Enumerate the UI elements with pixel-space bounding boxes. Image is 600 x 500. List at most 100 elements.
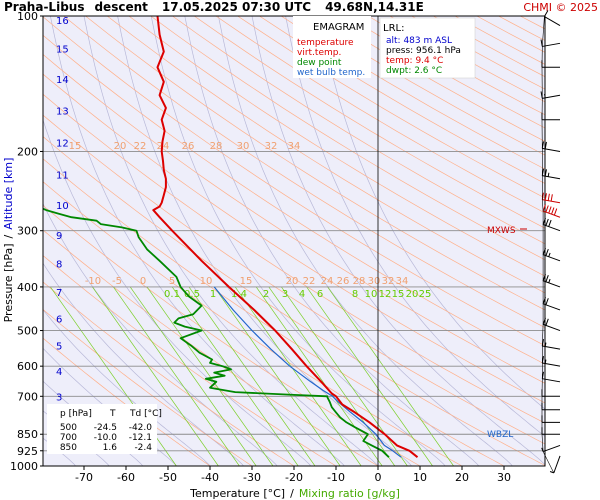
wind-barb-staff bbox=[542, 378, 561, 383]
wbzl-label: WBZL bbox=[487, 430, 513, 440]
mixing-ratio-label: 8 bbox=[352, 289, 358, 300]
mixing-ratio-line bbox=[234, 286, 362, 466]
mixing-ratio-label: 0.5 bbox=[184, 289, 200, 300]
mixing-ratio-label: 34 bbox=[288, 141, 301, 152]
mixing-ratio-label: 20 bbox=[406, 289, 419, 300]
mixing-ratio-line bbox=[306, 286, 433, 466]
wind-barb-feather bbox=[545, 248, 549, 256]
wind-barb-feather bbox=[548, 206, 552, 214]
wind-barb-staff bbox=[544, 16, 561, 26]
mixing-ratio-label: 30 bbox=[368, 276, 381, 287]
altitude-tick-label: 3 bbox=[56, 392, 62, 403]
pressure-tick-label: 1000 bbox=[10, 460, 38, 473]
wind-barb-feather bbox=[545, 275, 549, 282]
mixing-ratio-label: 25 bbox=[419, 289, 432, 300]
mixing-ratio-label: 24 bbox=[321, 276, 334, 287]
mixing-ratio-label: 10 bbox=[200, 276, 213, 287]
mixing-ratio-line bbox=[171, 286, 299, 466]
table-cell: -42.0 bbox=[129, 423, 153, 433]
wind-barb bbox=[542, 204, 561, 218]
mixing-ratio-label: -10 bbox=[85, 276, 101, 287]
table-cell: -10.0 bbox=[94, 433, 118, 443]
series-wet-bulb-temp bbox=[213, 286, 402, 458]
wind-barb-feather bbox=[542, 297, 546, 304]
table-cell: -12.1 bbox=[129, 433, 152, 443]
wind-barb-feather bbox=[553, 208, 558, 216]
mixing-ratio-label: 28 bbox=[353, 276, 366, 287]
wind-barb bbox=[542, 274, 561, 288]
temperature-tick-label: 0 bbox=[375, 471, 382, 484]
pressure-tick-label: 700 bbox=[17, 390, 38, 403]
dry-adiabat bbox=[43, 34, 545, 365]
mixing-ratio-line bbox=[213, 286, 341, 466]
mixing-ratio-label: 1.4 bbox=[231, 289, 247, 300]
wind-barb-half-feather bbox=[544, 342, 547, 347]
mixing-ratio-label: 32 bbox=[265, 141, 278, 152]
wind-barb-feather bbox=[542, 317, 546, 325]
pressure-tick-label: 300 bbox=[17, 225, 38, 238]
dry-adiabat bbox=[128, 16, 545, 277]
altitude-tick-label: 5 bbox=[56, 342, 62, 353]
mixing-ratio-label: 28 bbox=[210, 141, 223, 152]
sounding-curves bbox=[43, 16, 419, 458]
wind-barb-feather bbox=[544, 141, 547, 149]
legend-background bbox=[293, 16, 371, 78]
wind-barb-half-feather bbox=[548, 278, 551, 283]
mixing-ratio-labels: 15 20 22 24 26 28 30 32 34-10 -5 0 5 10 15 20 22 24 26 28 3… bbox=[69, 141, 432, 300]
altitude-tick-label: 11 bbox=[56, 170, 69, 181]
table-header-td: Td [°C] bbox=[129, 409, 162, 419]
wind-barb-staff bbox=[542, 147, 561, 152]
wind-barb-half-feather bbox=[549, 471, 555, 474]
wind-barb-staff bbox=[542, 303, 561, 311]
lrl-title: LRL: bbox=[383, 23, 404, 34]
mixing-ratio-line bbox=[327, 286, 454, 466]
wind-barb-feather bbox=[544, 193, 547, 201]
altitude-tick-label: 15 bbox=[56, 44, 69, 55]
mixing-ratio-line bbox=[268, 286, 396, 466]
wind-barb-feather bbox=[547, 193, 550, 201]
mixing-ratio-label: 10 bbox=[365, 289, 378, 300]
mixing-ratio-line bbox=[92, 286, 219, 466]
pressure-tick-label: 500 bbox=[17, 325, 38, 338]
wind-barb-half-feather bbox=[544, 93, 546, 98]
plot-background bbox=[43, 16, 545, 466]
mixing-ratio-line bbox=[255, 286, 383, 466]
temperature-tick-label: 30 bbox=[497, 471, 511, 484]
temperature-tick-label: -20 bbox=[285, 471, 303, 484]
lrl-pressure: press: 956.1 hPa bbox=[386, 46, 461, 56]
altitude-tick-label: 4 bbox=[56, 367, 62, 378]
temperature-tick-label: -70 bbox=[75, 471, 93, 484]
mixing-ratio-label: 34 bbox=[396, 276, 409, 287]
wind-barb bbox=[542, 317, 561, 332]
dry-adiabat bbox=[43, 53, 545, 384]
header-title: Praha-Libus descent 17.05.2025 07:30 UTC 49… bbox=[4, 0, 424, 14]
dry-adiabat bbox=[43, 73, 545, 404]
pressure-axis: 100 200 300 400 500 600 700 850 925 1000 bbox=[10, 10, 43, 473]
wind-barb-feather bbox=[551, 207, 555, 215]
wind-barb bbox=[542, 247, 561, 262]
temperature-axis: -70 -60 -50 -40 -30 -20 -10 0 10 20 30 bbox=[75, 466, 511, 484]
mixing-ratio-label: 1 bbox=[210, 289, 216, 300]
summary-table-background bbox=[47, 404, 157, 454]
wind-barb bbox=[540, 39, 561, 47]
series-temperature bbox=[152, 16, 419, 458]
mixing-ratio-label: 5 bbox=[169, 276, 175, 287]
wind-barb-feather bbox=[548, 219, 552, 227]
pressure-tick-label: 200 bbox=[17, 145, 38, 158]
x-axis-label: Temperature [°C] / Mixing ratio [g/kg] bbox=[189, 487, 400, 500]
wind-barb-half-feather bbox=[544, 359, 547, 364]
table-cell: 1.6 bbox=[103, 443, 118, 453]
mixing-ratio-label: 4 bbox=[299, 289, 305, 300]
mixing-ratio-label: 3 bbox=[282, 289, 288, 300]
pressure-tick-label: 100 bbox=[17, 10, 38, 23]
dry-adiabat bbox=[106, 16, 545, 294]
temperature-tick-label: -30 bbox=[243, 471, 261, 484]
table-cell: 700 bbox=[60, 433, 77, 443]
wind-barb bbox=[542, 297, 561, 311]
lrl-box: LRL: alt: 483 m ASL press: 956.1 hPa tem… bbox=[379, 17, 476, 79]
mixing-ratio-label: -5 bbox=[112, 276, 122, 287]
wind-barb-staff bbox=[542, 254, 561, 262]
dry-adiabat bbox=[237, 16, 545, 199]
mixing-ratio-line bbox=[129, 286, 257, 466]
wind-barb-panel bbox=[540, 10, 561, 474]
